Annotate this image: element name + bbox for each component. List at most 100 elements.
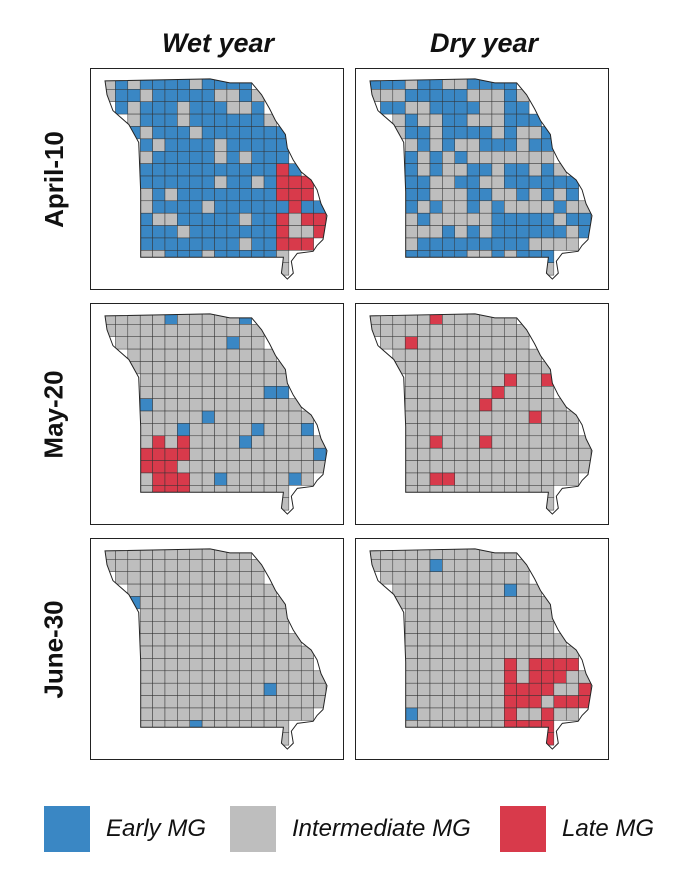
county-cell — [251, 151, 265, 164]
county-cell — [251, 101, 265, 115]
county-cell — [139, 237, 153, 251]
county-cell — [516, 188, 530, 202]
county-cell — [139, 212, 153, 226]
county-cell — [152, 423, 166, 437]
county-cell — [392, 324, 406, 337]
county-cell — [201, 707, 215, 721]
county-cell — [177, 682, 190, 696]
county-cell — [127, 559, 141, 572]
county-cell — [189, 151, 203, 164]
county-cell — [276, 151, 290, 164]
county-cell — [139, 348, 153, 362]
county-cell — [504, 89, 517, 102]
county-cell — [528, 460, 542, 474]
county-cell — [263, 151, 277, 164]
county-cell — [429, 633, 443, 647]
county-cell — [516, 336, 530, 350]
county-cell — [251, 237, 265, 251]
legend-item-late: Late MG — [500, 806, 654, 852]
county-cell — [214, 200, 228, 214]
county-cell — [152, 720, 166, 733]
county-cell — [504, 188, 517, 202]
county-cell — [214, 237, 228, 251]
county-cell — [239, 658, 252, 672]
county-cell — [429, 78, 443, 90]
county-cell — [288, 645, 302, 659]
county-cell — [404, 682, 418, 696]
county-cell — [300, 460, 314, 474]
county-cell — [417, 101, 431, 115]
county-cell — [263, 361, 277, 375]
county-cell — [177, 398, 190, 412]
county-cell — [404, 423, 418, 437]
county-cell — [226, 237, 240, 251]
county-cell — [263, 435, 277, 449]
county-cell — [226, 670, 240, 684]
county-cell — [251, 398, 265, 412]
county-cell — [404, 410, 418, 424]
county-cell — [516, 361, 530, 375]
county-cell — [139, 472, 153, 486]
county-cell — [479, 200, 493, 214]
county-cell — [276, 361, 290, 375]
county-cell — [429, 670, 443, 684]
county-cell — [288, 435, 302, 449]
county-cell — [127, 313, 141, 325]
county-cell — [189, 633, 203, 647]
county-cell — [139, 324, 153, 337]
county-cell — [189, 138, 203, 152]
county-cell — [454, 336, 468, 350]
county-cell — [565, 410, 579, 424]
county-cell — [189, 707, 203, 721]
county-cell — [442, 460, 455, 474]
county-cell — [288, 175, 302, 189]
county-cell — [504, 113, 517, 127]
county-cell — [516, 633, 530, 647]
county-cell — [239, 645, 252, 659]
county-cell — [491, 707, 505, 721]
county-cell — [417, 472, 431, 486]
county-cell — [152, 645, 166, 659]
county-cell — [313, 212, 327, 226]
county-cell — [152, 608, 166, 622]
county-cell — [578, 447, 592, 461]
county-cell — [288, 447, 302, 461]
county-cell — [429, 621, 443, 634]
county-cell — [404, 175, 418, 189]
county-cell — [239, 621, 252, 634]
county-cell — [214, 583, 228, 597]
county-cell — [541, 423, 555, 437]
county-cell — [164, 373, 178, 387]
county-cell — [251, 621, 265, 634]
county-cell — [504, 138, 517, 152]
county-cell — [226, 101, 240, 115]
county-cell — [226, 423, 240, 437]
county-cell — [189, 200, 203, 214]
county-cell — [152, 472, 166, 486]
county-cell — [313, 200, 327, 214]
county-cell — [516, 447, 530, 461]
county-cell — [251, 163, 265, 177]
county-cell — [429, 485, 443, 498]
county-cell — [466, 126, 480, 140]
county-cell — [466, 324, 480, 337]
county-cell — [300, 658, 314, 672]
county-cell — [189, 398, 203, 412]
county-cell — [442, 645, 455, 659]
county-cell — [392, 571, 406, 585]
county-cell — [553, 447, 567, 461]
county-cell — [578, 682, 592, 696]
county-cell — [177, 212, 190, 226]
county-cell — [164, 126, 178, 140]
county-cell — [442, 348, 455, 362]
county-cell — [201, 212, 215, 226]
county-cell — [226, 336, 240, 350]
county-cell — [417, 633, 431, 647]
county-cell — [139, 175, 153, 189]
county-cell — [276, 188, 290, 202]
legend-item-early: Early MG — [44, 806, 206, 852]
county-cell — [380, 78, 394, 90]
county-cell — [442, 670, 455, 684]
county-cell — [392, 313, 406, 325]
county-cell — [516, 373, 530, 387]
